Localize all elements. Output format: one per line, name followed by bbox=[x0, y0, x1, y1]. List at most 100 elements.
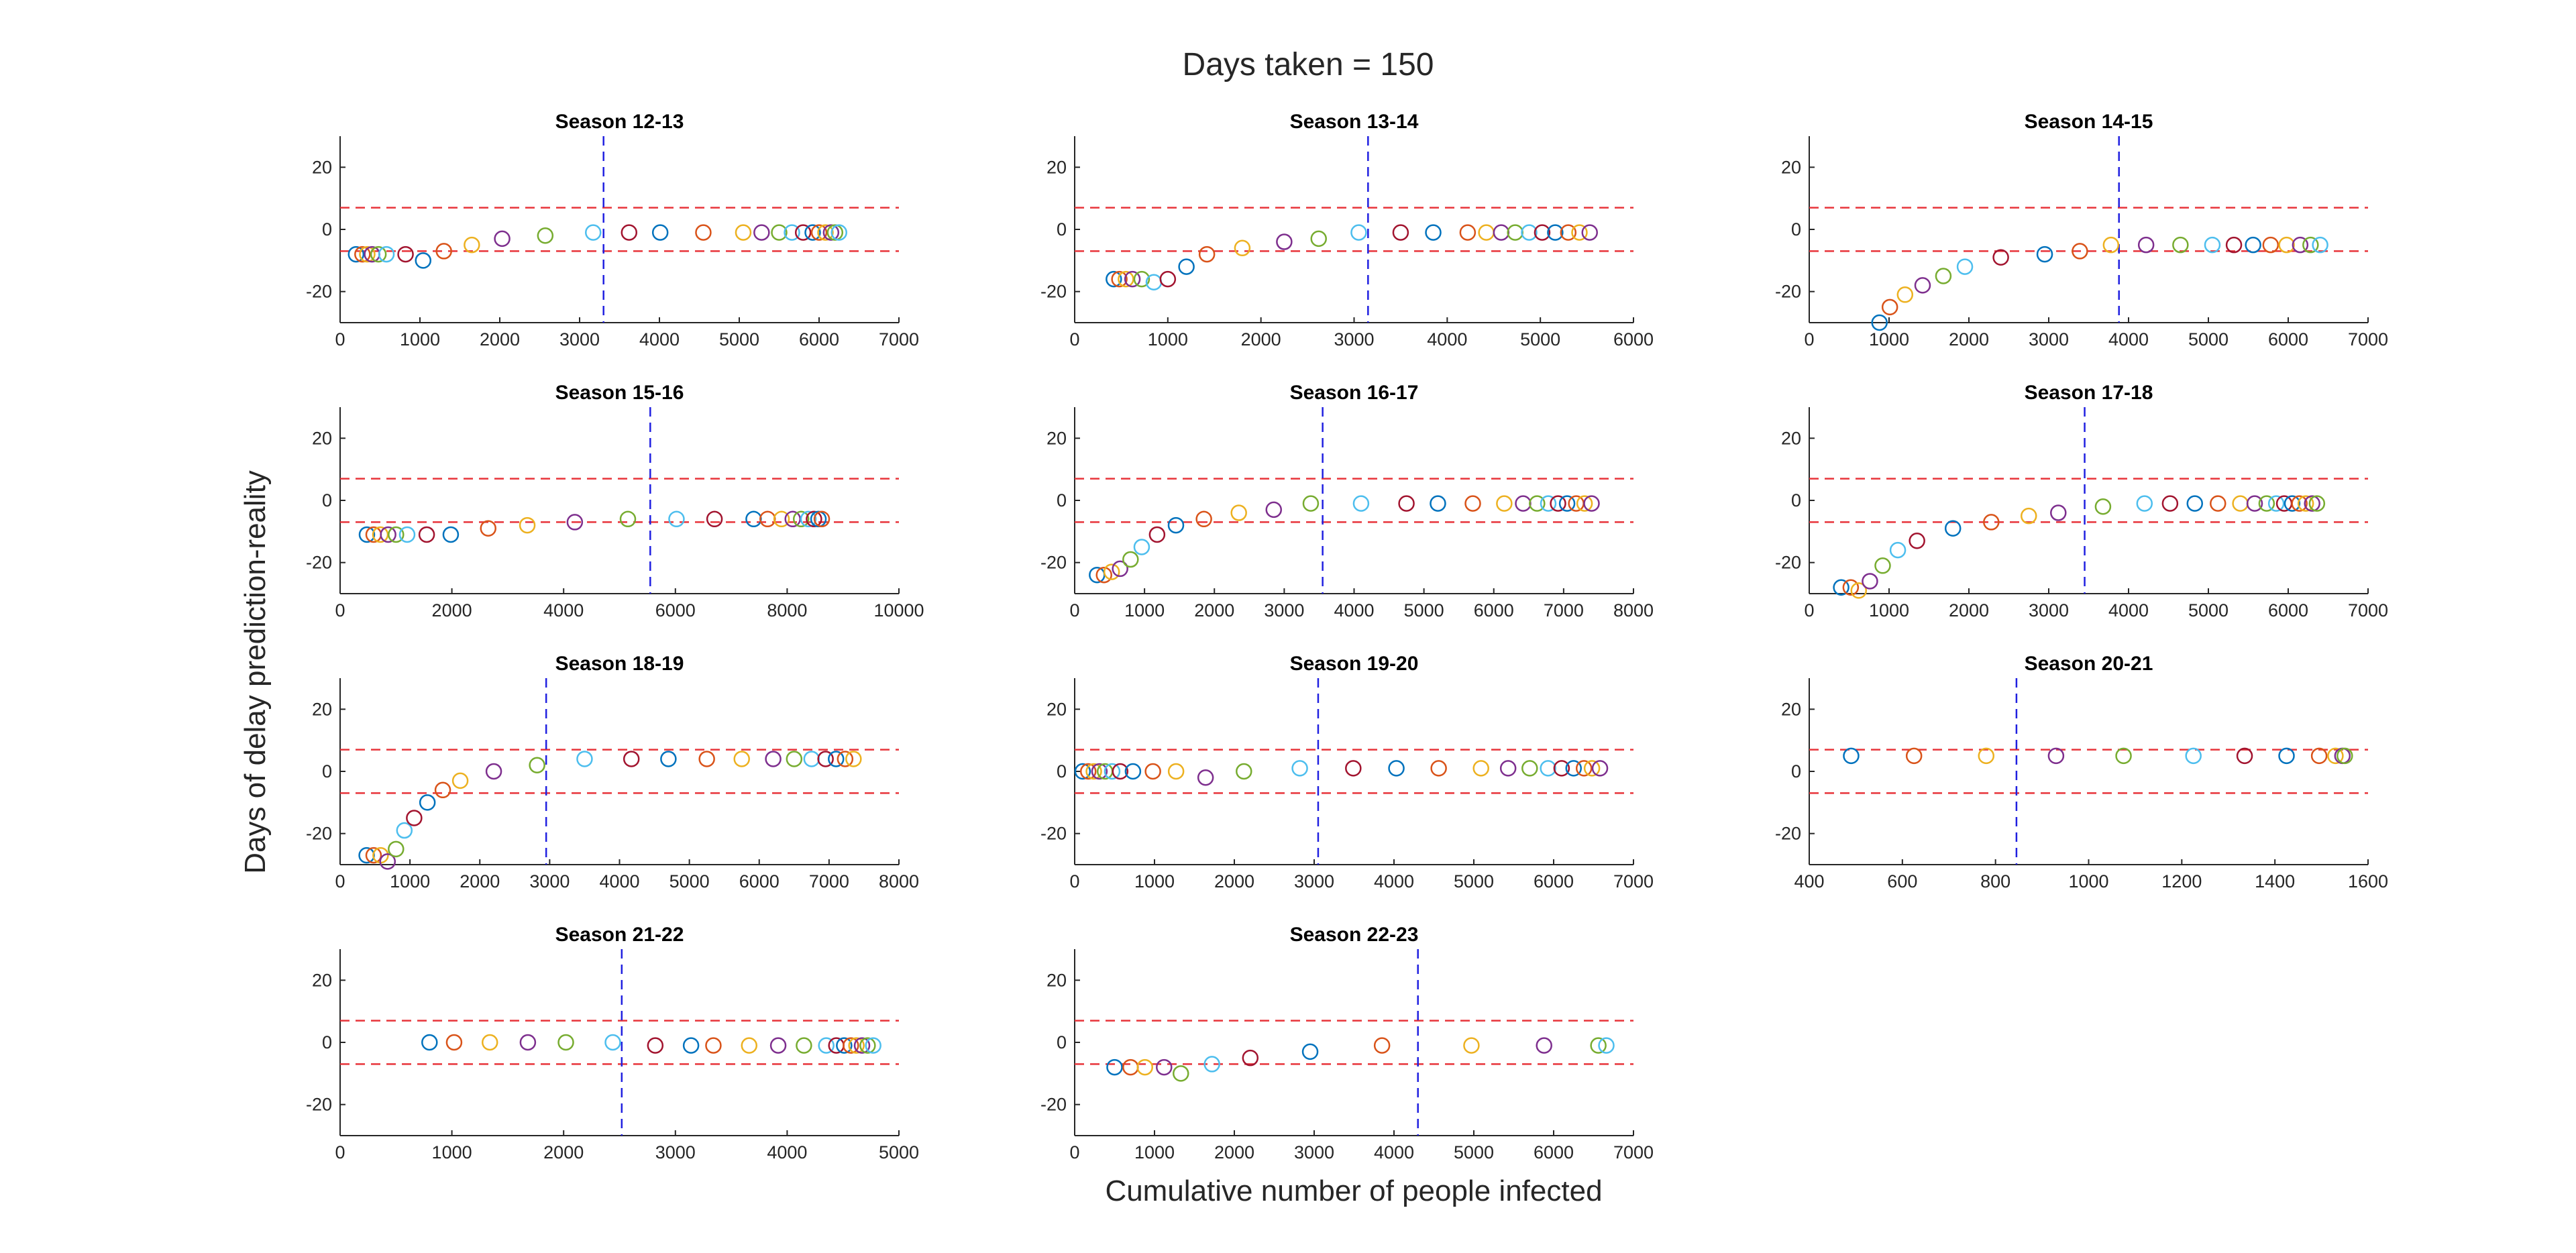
data-point bbox=[1392, 224, 1409, 241]
data-point bbox=[1590, 1037, 1607, 1054]
data-point bbox=[2137, 236, 2155, 254]
y-tick-label: 20 bbox=[1781, 157, 1801, 177]
data-point bbox=[2036, 246, 2053, 263]
data-point bbox=[806, 510, 822, 528]
x-tick-label: 6000 bbox=[2268, 600, 2308, 620]
data-point bbox=[1536, 1037, 1552, 1054]
data-point bbox=[2284, 495, 2301, 512]
data-point bbox=[1874, 557, 1891, 574]
data-point bbox=[1576, 495, 1593, 512]
data-point bbox=[2267, 495, 2285, 512]
x-tick-label: 1000 bbox=[1869, 600, 1909, 620]
data-point bbox=[1581, 224, 1598, 241]
data-point bbox=[434, 781, 451, 799]
x-tick-label: 5000 bbox=[1520, 329, 1560, 349]
data-point bbox=[1862, 573, 1878, 590]
x-tick-label: 5000 bbox=[879, 1142, 919, 1162]
x-tick-label: 3000 bbox=[1334, 329, 1374, 349]
x-tick-label: 2000 bbox=[432, 600, 472, 620]
data-point bbox=[1133, 270, 1150, 288]
data-point bbox=[537, 227, 554, 244]
data-point bbox=[1085, 763, 1102, 780]
y-tick-label: 0 bbox=[1791, 490, 1801, 510]
data-point bbox=[2102, 236, 2120, 254]
x-tick-label: 7000 bbox=[2348, 329, 2388, 349]
x-tick-label: 3000 bbox=[559, 329, 600, 349]
data-point bbox=[480, 520, 496, 537]
x-tick-label: 6000 bbox=[799, 329, 839, 349]
y-tick-label: 0 bbox=[1057, 761, 1067, 781]
figure-title: Days taken = 150 bbox=[1183, 47, 1434, 83]
x-tick-label: 4000 bbox=[2108, 329, 2149, 349]
data-point bbox=[759, 510, 776, 528]
data-point bbox=[1178, 258, 1195, 275]
y-tick-label: 0 bbox=[1791, 761, 1801, 781]
x-tick-label: 0 bbox=[1069, 329, 1079, 349]
x-tick-label: 7000 bbox=[2348, 600, 2388, 620]
data-point bbox=[792, 510, 810, 528]
data-point bbox=[1148, 526, 1166, 543]
data-point bbox=[1850, 582, 1868, 599]
data-point bbox=[1265, 501, 1283, 519]
x-tick-label: 4000 bbox=[543, 600, 584, 620]
x-tick-label: 3000 bbox=[1294, 871, 1334, 891]
data-point bbox=[771, 224, 788, 241]
data-point bbox=[1534, 224, 1551, 241]
data-point bbox=[784, 510, 801, 528]
data-point bbox=[1905, 747, 1923, 765]
data-point bbox=[1144, 763, 1161, 780]
x-tick-label: 8000 bbox=[1613, 600, 1654, 620]
data-point bbox=[1276, 233, 1293, 250]
x-tick-label: 7000 bbox=[1613, 1142, 1654, 1162]
data-point bbox=[651, 224, 669, 241]
x-tick-label: 4000 bbox=[2108, 600, 2149, 620]
data-point bbox=[1079, 763, 1097, 780]
subplot: Season 19-20 0 1000 2000 3000 4000 5000 6000 700… bbox=[1040, 653, 1654, 891]
x-tick-label: 1200 bbox=[2161, 871, 2202, 891]
x-tick-label: 2000 bbox=[480, 329, 520, 349]
subplot: Season 20-21 400 600 800 1000 1200 1400 1600 -20… bbox=[1775, 653, 2388, 891]
data-point bbox=[706, 510, 723, 528]
data-point bbox=[1122, 1058, 1139, 1076]
subplot: Season 12-13 0 1000 2000 3000 4000 5000 6000 700… bbox=[306, 111, 919, 349]
data-point bbox=[1095, 566, 1112, 584]
data-point bbox=[1591, 760, 1609, 777]
x-tick-label: 3000 bbox=[1294, 1142, 1334, 1162]
x-tick-label: 3000 bbox=[2029, 600, 2069, 620]
data-point bbox=[557, 1034, 574, 1051]
subplot-title: Season 22-23 bbox=[1290, 924, 1419, 946]
y-tick-label: 20 bbox=[312, 699, 332, 719]
x-tick-label: 3000 bbox=[1264, 600, 1304, 620]
x-tick-label: 4000 bbox=[1374, 871, 1414, 891]
data-point bbox=[2021, 507, 2037, 525]
data-point bbox=[529, 757, 545, 773]
data-point bbox=[1459, 224, 1477, 241]
data-point bbox=[494, 230, 511, 248]
data-point bbox=[1583, 495, 1600, 512]
x-tick-label: 1600 bbox=[2348, 871, 2388, 891]
data-point bbox=[2312, 236, 2328, 254]
data-point bbox=[1398, 495, 1415, 512]
data-point bbox=[358, 526, 376, 543]
x-tick-label: 4000 bbox=[639, 329, 680, 349]
y-tick-label: -20 bbox=[306, 282, 332, 302]
data-point bbox=[1230, 504, 1247, 521]
y-tick-label: 0 bbox=[322, 490, 332, 510]
data-point bbox=[2327, 747, 2344, 765]
data-point bbox=[813, 510, 830, 528]
data-point bbox=[2204, 236, 2221, 254]
data-point bbox=[786, 751, 803, 767]
y-tick-label: 0 bbox=[322, 1032, 332, 1052]
x-tick-label: 6000 bbox=[1534, 871, 1574, 891]
data-point bbox=[1507, 224, 1523, 241]
y-tick-label: -20 bbox=[1040, 553, 1067, 573]
data-point bbox=[1103, 563, 1120, 580]
data-point bbox=[818, 1037, 835, 1054]
data-point bbox=[1173, 1065, 1189, 1082]
data-point bbox=[1493, 224, 1510, 241]
subplot-title: Season 19-20 bbox=[1290, 653, 1419, 675]
data-point bbox=[1547, 224, 1564, 241]
subplot: Season 17-18 0 1000 2000 3000 4000 5000 6000 700… bbox=[1775, 382, 2388, 620]
data-point bbox=[865, 1037, 881, 1054]
data-point bbox=[419, 794, 436, 811]
